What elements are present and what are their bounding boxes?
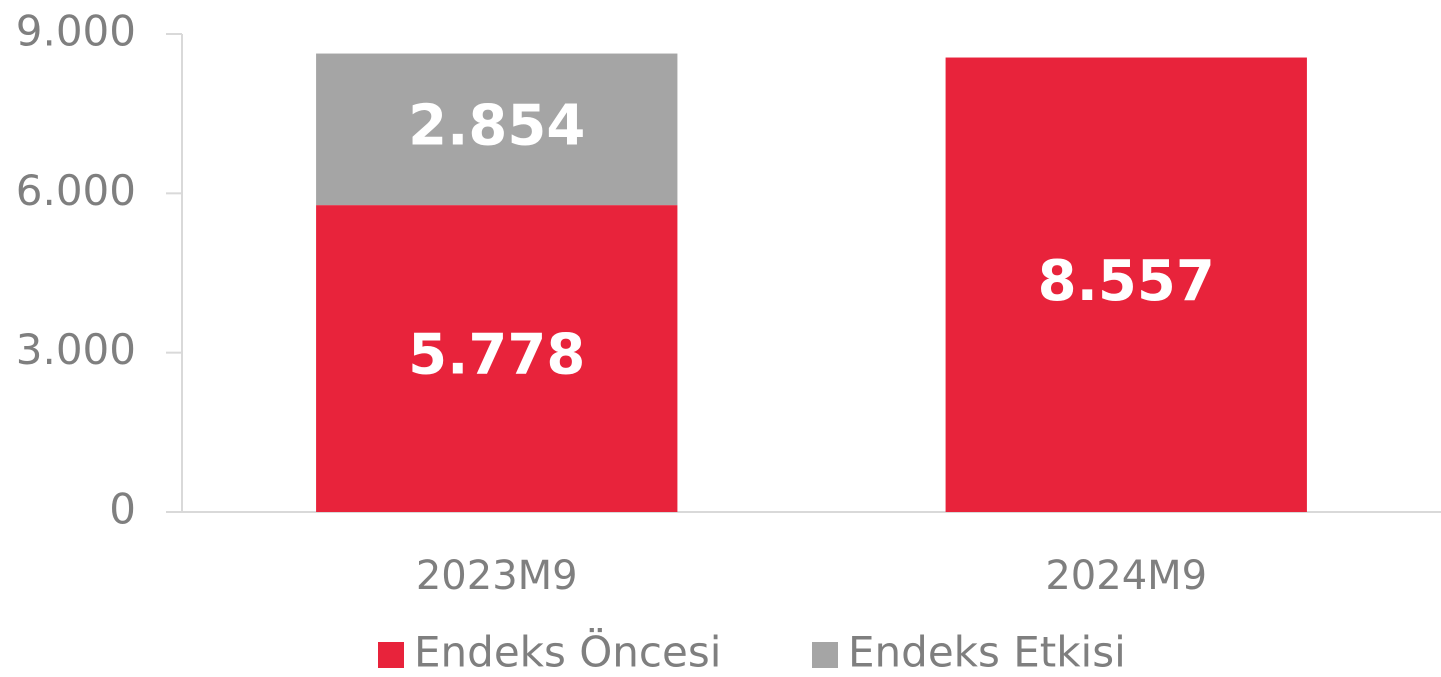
data-label: 2.854 [408,93,585,158]
legend-label: Endeks Öncesi [414,627,721,677]
bar-segment [316,205,678,512]
legend-label: Endeks Etkisi [848,628,1126,677]
legend-swatch [378,642,404,668]
data-label: 5.778 [408,323,585,388]
y-tick-label: 0 [109,485,136,534]
bar-segment [945,57,1307,512]
bar-segment [316,53,678,206]
x-tick-label: 2024M9 [1045,553,1207,599]
legend-swatch [812,642,838,668]
y-tick-label: 3.000 [16,325,136,374]
x-tick-label: 2023M9 [416,553,578,599]
y-tick-label: 6.000 [16,166,136,215]
y-tick-label: 9.000 [16,7,136,56]
data-label: 8.557 [1038,249,1215,314]
